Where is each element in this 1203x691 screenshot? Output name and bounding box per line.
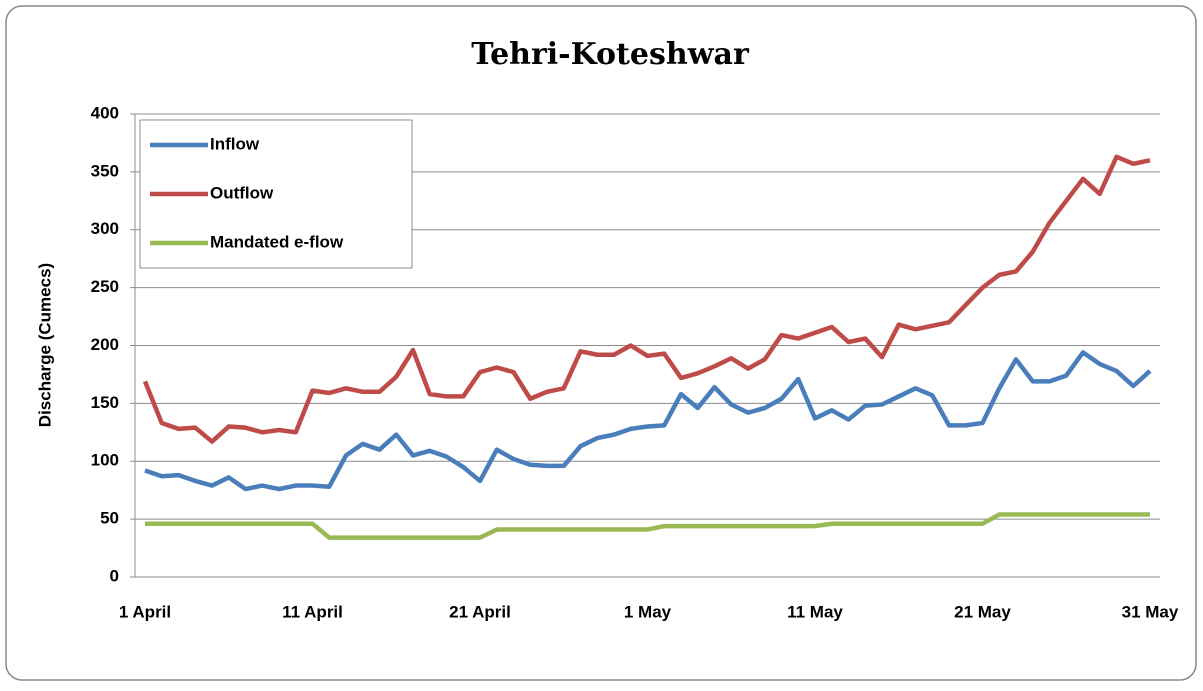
y-tick-label: 50 (100, 509, 119, 528)
data-line (142, 154, 1151, 444)
x-tick-label: 21 April (449, 602, 511, 621)
y-tick-label: 350 (91, 161, 119, 180)
data-line (144, 350, 1152, 492)
chart-title: Tehri-Koteshwar (471, 37, 750, 72)
chart-frame (5, 5, 1197, 681)
legend-label: Outflow (210, 183, 274, 202)
legend-label: Inflow (210, 134, 260, 153)
x-tick-label: 21 May (954, 602, 1011, 621)
y-tick-label: 400 (91, 103, 119, 122)
y-tick-label: 300 (91, 219, 119, 238)
x-tick-label: 11 May (787, 602, 843, 621)
data-line (145, 512, 1150, 540)
y-axis-label: Discharge (Cumecs) (35, 263, 54, 427)
x-tick-label: 31 May (1122, 602, 1179, 621)
y-tick-label: 0 (110, 566, 119, 585)
y-tick-label: 150 (91, 393, 119, 412)
legend-label: Mandated e-flow (210, 232, 344, 251)
x-tick-label: 11 April (282, 602, 343, 621)
y-tick-label: 250 (91, 277, 119, 296)
x-tick-label: 1 May (624, 602, 672, 621)
y-tick-label: 100 (91, 451, 119, 470)
x-tick-label: 1 April (119, 602, 171, 621)
y-tick-label: 200 (91, 335, 119, 354)
